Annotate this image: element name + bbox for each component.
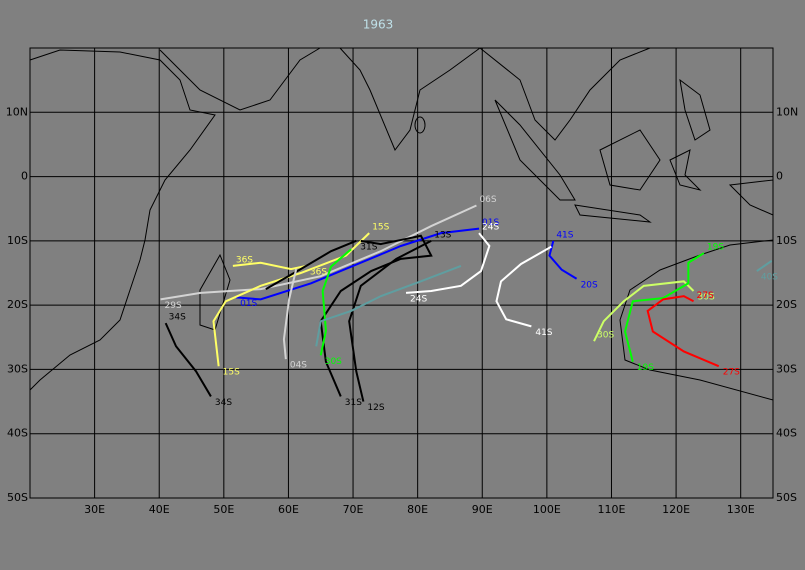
y-tick-label: 30S [7,362,28,375]
y-tick-label-right: 20S [776,298,797,311]
y-tick-label-right: 10S [776,234,797,247]
track-end-label: 30S [325,357,342,367]
cyclone-track [164,322,212,397]
track-end-label: 27S [723,368,740,378]
track-start-label: 01S [482,218,499,228]
track-start-label: 34S [169,313,186,323]
y-tick-label: 0 [21,170,28,183]
cyclone-track [282,268,298,360]
y-tick-label-right: 50S [776,491,797,504]
x-tick-label: 110E [598,503,626,516]
arabia-coast [159,47,321,111]
x-tick-label: 40E [149,503,170,516]
track-start-label: 24S [482,223,499,233]
madagascar [199,253,231,331]
y-tick-label-right: 40S [776,427,797,440]
x-tick-label: 120E [662,503,690,516]
cyclone-track [236,227,480,301]
track-end-label: 34S [215,398,232,408]
track-end-label: 01S [240,299,257,309]
track-end-label: 15S [223,368,240,378]
cyclone-track [405,232,491,294]
y-tick-label-right: 10N [776,105,798,118]
java [574,204,652,223]
map-title: 1963 [363,18,394,32]
x-tick-label: 50E [213,503,234,516]
track-start-label: 06S [479,195,496,205]
x-tick-label: 90E [472,503,493,516]
track-start-label: 15S [372,223,389,233]
x-tick-label: 70E [343,503,364,516]
track-end-label: 04S [290,361,307,371]
track-start-label: 41S [556,230,573,240]
cyclone-track [319,248,352,356]
track-start-label: 36S [236,255,253,265]
sri-lanka [414,116,426,134]
y-tick-label: 20S [7,298,28,311]
y-tick-label: 10N [6,105,28,118]
cyclone-track [265,239,357,290]
indochina-coast [479,47,651,141]
cyclone-track [624,252,705,362]
cyclone-track [646,295,720,368]
x-tick-label: 60E [278,503,299,516]
sulawesi [669,149,702,191]
y-tick-label: 10S [7,234,28,247]
x-tick-label: 100E [533,503,561,516]
cyclone-track [756,259,773,272]
track-end-label: 30S [698,293,715,303]
sumatra [494,99,576,201]
y-tick-label-right: 0 [776,170,783,183]
cyclone-track [315,264,462,347]
x-tick-label: 30E [84,503,105,516]
x-tick-label: 80E [407,503,428,516]
cyclone-track [160,204,477,301]
track-start-label: 30S [597,331,614,341]
track-end-label: 36S [310,267,327,277]
india-coast [339,47,481,151]
borneo [599,129,661,191]
y-tick-label-right: 30S [776,362,797,375]
y-tick-label: 40S [7,427,28,440]
track-end-label: 31S [360,242,377,252]
track-end-label: 40S [761,273,778,283]
track-end-label: 12S [367,403,384,413]
cyclone-track [232,261,307,271]
track-end-label: 29S [165,301,182,311]
track-start-label: 13S [434,230,451,240]
cyclone-track [495,245,552,328]
cyclone-track [593,280,695,342]
coastlines [29,47,774,401]
track-end-label: 20S [581,280,598,290]
track-start-label: 19S [707,243,724,253]
track-end-label: 41S [535,328,552,338]
y-tick-label: 50S [7,491,28,504]
philippines [679,78,711,141]
track-start-label: 27S [697,291,714,301]
cyclone-track [319,234,433,397]
cyclone-track [212,232,370,367]
cyclone-track [548,240,578,280]
track-end-label: 31S [345,398,362,408]
track-end-label: 19S [637,363,654,373]
track-end-label: 24S [410,294,427,304]
x-tick-label: 130E [727,503,755,516]
cyclone-track [348,239,432,402]
